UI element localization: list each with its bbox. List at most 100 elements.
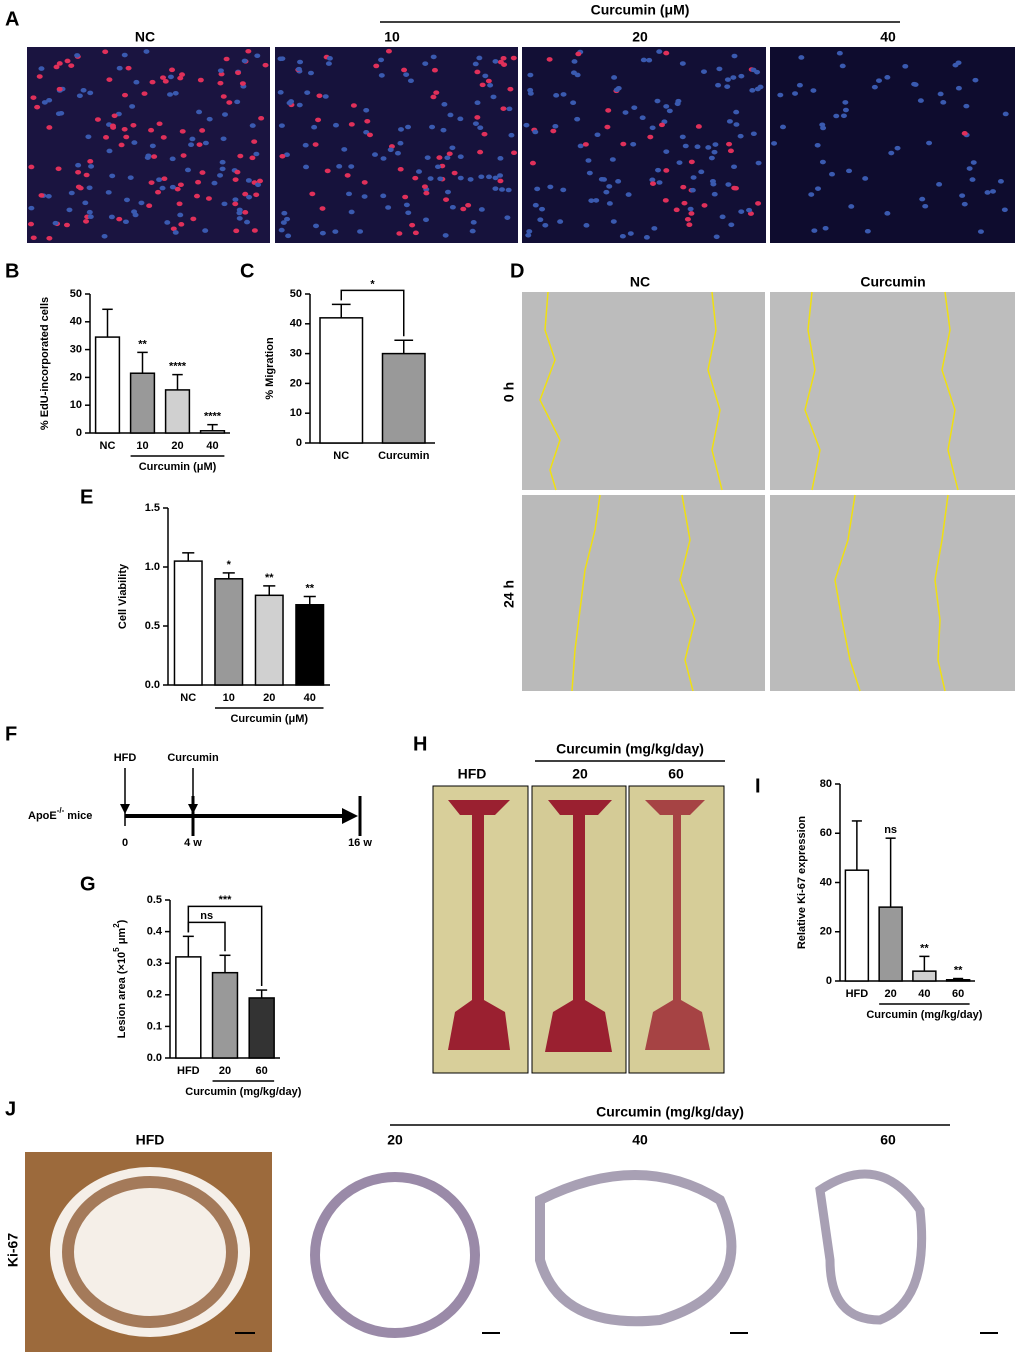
y-axis-label: Relative Ki-67 expression — [796, 816, 808, 950]
nucleus — [961, 201, 968, 207]
nucleus — [747, 211, 754, 216]
nucleus — [130, 122, 137, 128]
nucleus — [82, 200, 89, 206]
nucleus — [606, 201, 613, 206]
nucleus — [603, 189, 610, 195]
y-tick-label: 50 — [70, 288, 82, 300]
comparison-label: *** — [219, 894, 233, 906]
bar — [164, 389, 191, 434]
nucleus — [655, 167, 662, 173]
bar-chart: 0 20 40 60 80 Relative Ki-67 expression HFD 20 n… — [796, 778, 983, 1021]
nucleus — [679, 134, 686, 140]
nucleus — [288, 99, 295, 104]
nucleus — [570, 100, 577, 106]
nucleus — [441, 102, 448, 107]
panel-letter: J — [5, 1098, 16, 1120]
nucleus — [647, 134, 654, 140]
label-part: μm — [116, 928, 128, 948]
nucleus — [105, 190, 112, 195]
nucleus — [74, 53, 81, 58]
nucleus — [440, 127, 447, 133]
nucleus — [324, 168, 331, 174]
y-tick-label: 0.5 — [145, 620, 160, 632]
nucleus — [733, 122, 740, 127]
nucleus — [363, 107, 370, 113]
nucleus — [780, 124, 787, 130]
nucleus — [684, 216, 691, 222]
nucleus — [444, 155, 451, 161]
nucleus — [220, 136, 227, 142]
nucleus — [627, 231, 634, 236]
nucleus — [1002, 111, 1009, 117]
nucleus — [733, 109, 740, 115]
nucleus — [202, 140, 209, 146]
group-label: Curcumin (μM) — [230, 713, 308, 725]
y-tick-label: 0.0 — [145, 679, 160, 691]
nucleus — [344, 173, 351, 178]
nucleus — [246, 194, 253, 200]
nucleus — [940, 100, 947, 105]
nucleus — [304, 90, 311, 95]
bar-chart: 0 10 20 30 40 50 % EdU-incorporated cells NC 10 *… — [39, 288, 230, 473]
nucleus — [972, 77, 979, 83]
nucleus — [625, 192, 632, 197]
y-tick-label: 20 — [820, 926, 832, 938]
group-label: Curcumin (μM) — [139, 461, 217, 473]
nucleus — [38, 66, 45, 71]
nucleus — [810, 88, 817, 93]
subject-sup: -/- — [57, 806, 65, 815]
nucleus — [83, 219, 90, 224]
nucleus — [325, 61, 332, 66]
nucleus — [727, 148, 734, 154]
nucleus — [169, 156, 176, 162]
nucleus — [820, 125, 827, 131]
significance-label: **** — [204, 411, 222, 423]
vessel-wall — [535, 1170, 737, 1327]
nucleus — [710, 181, 717, 187]
nucleus — [85, 134, 92, 140]
nucleus — [472, 61, 479, 67]
nucleus — [205, 196, 212, 201]
nucleus — [977, 229, 984, 234]
nucleus — [138, 200, 145, 206]
column-label: NC — [135, 29, 155, 45]
nucleus — [447, 112, 454, 118]
nucleus — [283, 152, 290, 157]
nucleus — [649, 125, 656, 131]
nucleus — [936, 182, 943, 187]
nucleus — [437, 176, 444, 182]
nucleus — [698, 169, 705, 175]
panel-j: Curcumin (mg/kg/day) HFD 20 40 60 Ki-67 — [5, 1104, 998, 1352]
nucleus — [295, 66, 302, 72]
nucleus — [725, 182, 732, 187]
panel-letter: C — [240, 260, 254, 282]
nucleus — [28, 205, 35, 211]
nucleus — [688, 211, 695, 216]
nucleus — [777, 92, 784, 98]
nucleus — [249, 123, 256, 128]
nucleus — [122, 219, 129, 225]
x-tick-label: 40 — [918, 988, 930, 1000]
nucleus — [997, 179, 1004, 184]
nucleus — [38, 193, 45, 198]
nucleus — [307, 70, 314, 76]
nucleus — [36, 74, 43, 79]
nucleus — [842, 107, 849, 113]
nucleus — [829, 171, 836, 177]
nucleus — [833, 113, 840, 119]
nucleus — [202, 228, 209, 233]
nucleus — [232, 197, 239, 202]
x-tick-label: 60 — [256, 1065, 268, 1077]
y-tick-label: 10 — [290, 407, 302, 419]
nucleus — [716, 66, 723, 72]
nucleus — [53, 64, 60, 70]
nucleus — [500, 106, 507, 111]
nucleus — [86, 185, 93, 191]
nucleus — [30, 235, 37, 241]
column-label: 10 — [384, 29, 400, 45]
nucleus — [87, 90, 94, 96]
nucleus — [814, 142, 821, 148]
nucleus — [87, 214, 94, 220]
nucleus — [474, 69, 481, 75]
nucleus — [151, 154, 158, 159]
